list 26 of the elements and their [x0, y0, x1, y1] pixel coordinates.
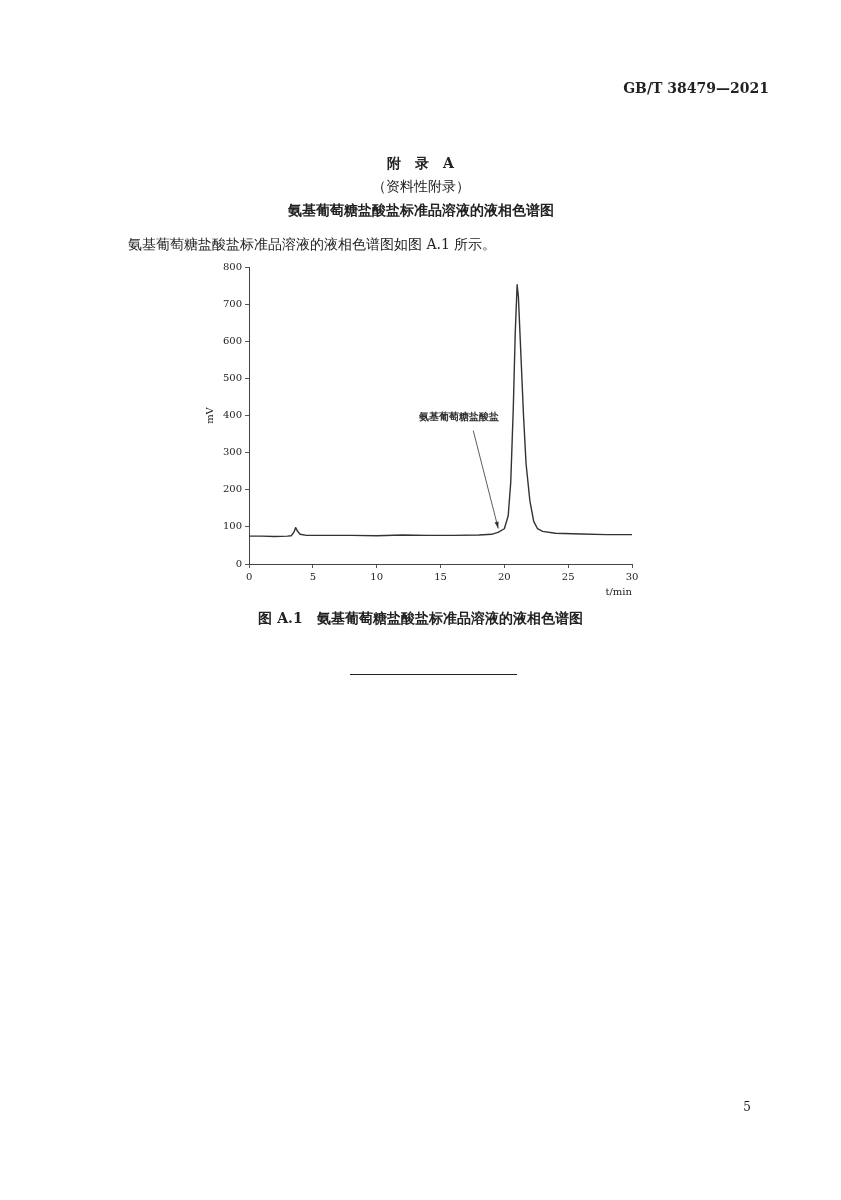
y-tick-label: 0 [235, 557, 243, 569]
y-tick-label: 400 [222, 409, 243, 421]
x-tick-label: 5 [309, 570, 317, 582]
text: 5 [743, 1100, 751, 1114]
text: 图 A.1 氨基葡萄糖盐酸盐标准品溶液的液相色谱图 [257, 610, 584, 628]
x-tick-label: 30 [625, 570, 639, 582]
annotation: 氨基葡萄糖盐酸盐 [418, 411, 500, 423]
y-tick-label: 700 [222, 297, 243, 309]
y-tick-label: 500 [222, 371, 243, 383]
chart-title: 氨基葡萄糖盐酸盐标准品溶液的液相色谱图 [286, 202, 555, 220]
y-tick-label: 600 [222, 334, 243, 346]
text: 附 录 A [386, 155, 455, 173]
text: GB/T 38479—2021 [623, 80, 769, 96]
x-tick-label: 10 [370, 570, 384, 582]
y-tick-label: 800 [222, 260, 243, 272]
text: 氨基葡萄糖盐酸盐标准品溶液的液相色谱图如图 A.1 所示。 [128, 236, 497, 254]
text: （资料性附录） [370, 178, 471, 196]
x-axis-title: t/min [605, 585, 633, 597]
x-tick-label: 20 [498, 570, 511, 582]
y-tick-label: 100 [222, 520, 243, 532]
x-tick-label: 15 [434, 570, 447, 582]
x-tick-label: 25 [561, 570, 575, 582]
y-axis-title: mV [203, 406, 215, 424]
y-tick-label: 300 [222, 446, 243, 458]
x-tick-label: 0 [245, 570, 253, 582]
y-tick-label: 200 [222, 483, 243, 495]
